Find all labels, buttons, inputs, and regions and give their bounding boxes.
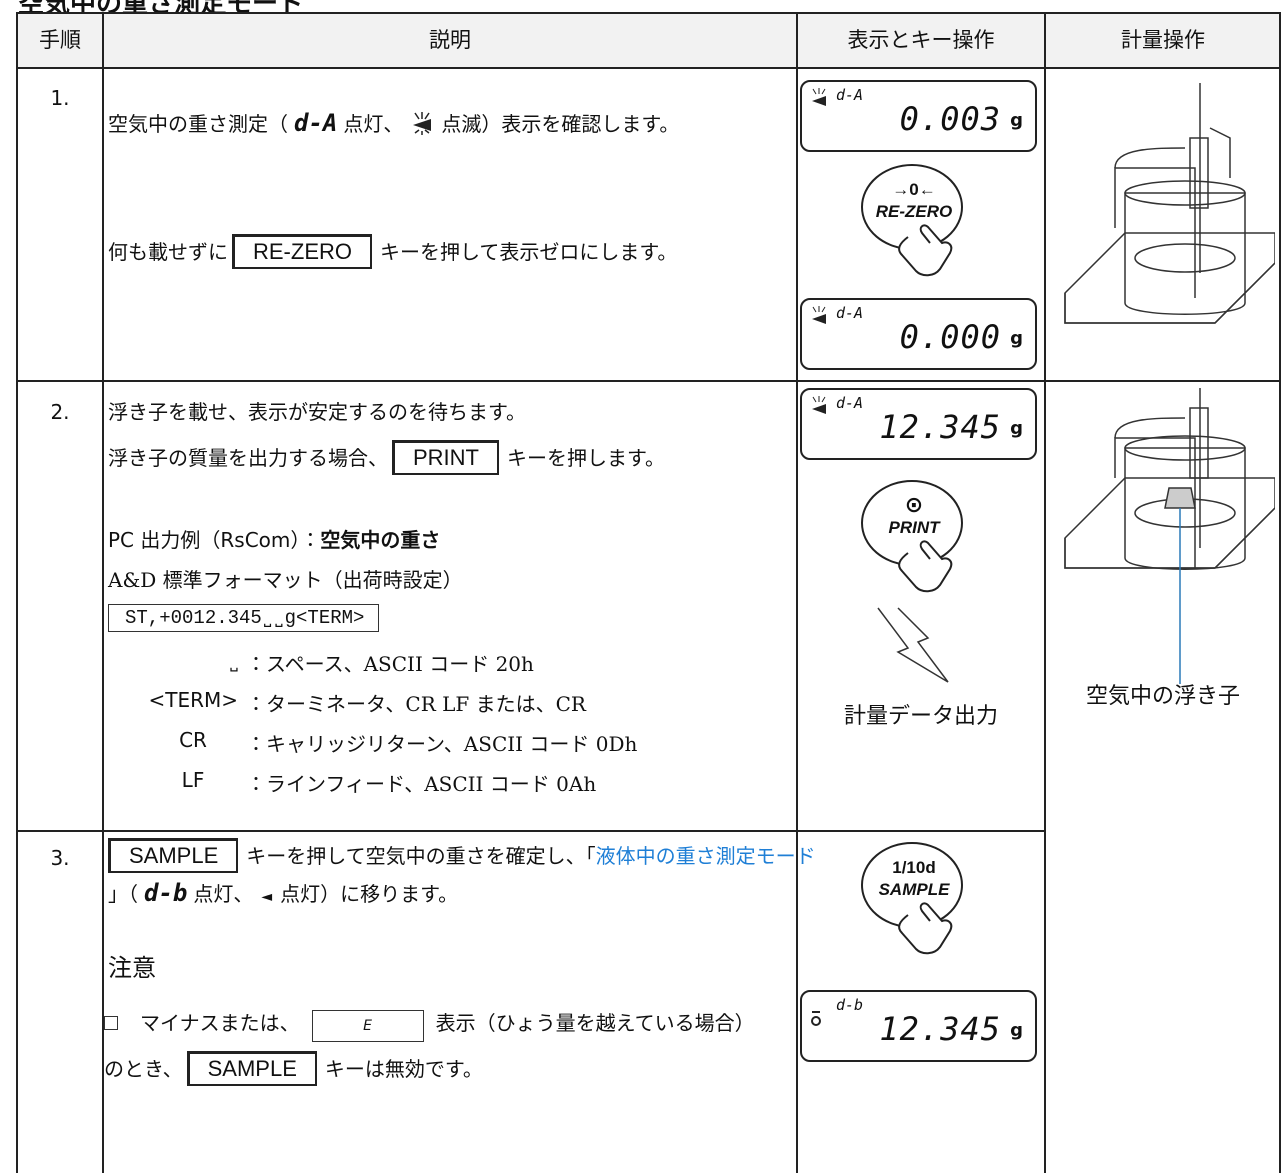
text-line: 浮き子を載せ、表示が安定するのを待ちます。 (108, 400, 526, 424)
lcd-indicator: d-A (836, 304, 864, 322)
text: マイナスまたは、 (140, 1011, 300, 1035)
lcd-indicator: d-A (836, 86, 864, 104)
text: PC 出力例（RsCom）： (108, 528, 321, 552)
legend-term: ˽ (230, 648, 238, 672)
lcd-indicator: d-b (836, 996, 864, 1014)
text-line: PC 出力例（RsCom）：空気中の重さ (108, 524, 440, 553)
text: 空気中の重さ測定（ (108, 112, 288, 136)
text: 空気中の重さ (320, 528, 441, 552)
key-label: SAMPLE (878, 880, 950, 899)
text: 点灯、 (343, 112, 404, 136)
key-symbol: ⊙ (904, 492, 924, 517)
text: キーを押します。 (507, 446, 665, 470)
legend-term: <TERM> (148, 688, 238, 712)
lcd-display: d-A 12.345 g (800, 388, 1037, 460)
column-header: 表示とキー操作 (797, 14, 1045, 67)
legend-term: LF (181, 768, 205, 792)
table-border (16, 830, 1045, 832)
table-border (102, 12, 104, 1173)
key-symbol: 1/10d (892, 858, 936, 877)
bullet (104, 1016, 118, 1030)
text: キーを押して空気中の重さを確定し、「 (246, 844, 596, 868)
lcd-number: 0.000 (899, 318, 1001, 356)
code-line: ST,+0012.345˽˽g<TERM> (108, 604, 380, 632)
key-illustration (861, 164, 963, 277)
lcd-icon (811, 1011, 821, 1026)
lcd-unit: g (1010, 418, 1023, 439)
key-label: SAMPLE (186, 1051, 317, 1086)
table-border (796, 12, 798, 1173)
key-label: RE-ZERO (875, 202, 953, 221)
lcd-unit: g (1010, 1020, 1023, 1041)
text: 点灯）に移ります。 (280, 882, 459, 906)
lcd-unit: g (1010, 328, 1023, 349)
text-line: A&D 標準フォーマット（出荷時設定） (108, 568, 463, 592)
text-line: 何も載せずに RE-ZERO キーを押して表示ゼロにします。 (108, 234, 677, 269)
caption: 空気中の浮き子 (1085, 684, 1240, 709)
legend-text: ：ターミネータ、CR LF または、CR (246, 692, 586, 716)
text: 表示（ひょう量を越えている場合）のとき、 (104, 1011, 755, 1081)
caption: 計量データ出力 (843, 704, 998, 729)
column-header: 手順 (17, 14, 103, 67)
lcd-icon (812, 306, 826, 324)
segment-symbol: d-b (144, 879, 188, 907)
table-border (16, 67, 1281, 69)
step-number: 1. (50, 86, 70, 110)
note-title: 注意 (108, 954, 156, 982)
table-border (16, 12, 1281, 14)
lcd-number: 0.003 (899, 100, 1001, 138)
stable-indicator-icon (413, 112, 432, 135)
text-line: 空気中の重さ測定（ d-A 点灯、 点滅）表示を確認します。 (108, 108, 679, 137)
legend-term: CR (179, 728, 207, 752)
segment-symbol: d-A (294, 109, 338, 137)
balance-illustration (1064, 83, 1275, 324)
key-label: PRINT (888, 518, 940, 537)
balance-illustration (1064, 388, 1275, 684)
key-label: RE-ZERO (232, 234, 372, 269)
key-label: PRINT (392, 440, 499, 475)
key-illustration (861, 842, 963, 955)
indicator-symbol: ◄ (261, 889, 273, 905)
link-text: 液体中の重さ測定モード (595, 844, 816, 868)
text: キーを押して表示ゼロにします。 (380, 240, 678, 264)
text: キーは無効です。 (324, 1057, 483, 1081)
table-border (16, 380, 1281, 382)
key-label: SAMPLE (108, 838, 239, 873)
lcd-number: 12.345 (879, 408, 1001, 446)
error-display-box: E (311, 1010, 424, 1042)
lcd-display: d-b 12.345 g (800, 990, 1037, 1062)
text: 点滅）表示を確認します。 (441, 112, 680, 136)
legend-text: ：スペース、ASCII コード 20h (246, 652, 534, 676)
lcd-icon (812, 396, 826, 414)
lcd-unit: g (1010, 110, 1023, 131)
table-border (1279, 12, 1281, 1173)
lcd-display: d-A 0.000 g (800, 298, 1037, 370)
lcd-icon (812, 88, 826, 106)
text-line: 」（ d-b 点灯、 ◄ 点灯）に移ります。 (108, 878, 458, 907)
output-code: ST,+0012.345˽˽g<TERM> (108, 604, 380, 632)
table-border (1044, 12, 1046, 1173)
text: 浮き子の質量を出力する場合、 (108, 446, 388, 470)
lcd-display: d-A 0.003 g (800, 80, 1037, 152)
column-header: 計量操作 (1045, 14, 1281, 67)
step-number: 3. (50, 846, 70, 870)
lcd-indicator: d-A (836, 394, 864, 412)
table-border (16, 12, 18, 1173)
step-number: 2. (50, 400, 70, 424)
text: 点灯、 (193, 882, 254, 906)
text-line: 浮き子の質量を出力する場合、 PRINT キーを押します。 (108, 440, 665, 475)
key-illustration (861, 480, 963, 683)
legend-text: ：キャリッジリターン、ASCII コード 0Dh (246, 732, 638, 756)
legend-text: ：ラインフィード、ASCII コード 0Ah (246, 772, 597, 796)
column-header: 説明 (103, 14, 797, 67)
text: 」（ (108, 882, 138, 906)
text-line: SAMPLE キーを押して空気中の重さを確定し、「液体中の重さ測定モード (104, 838, 816, 873)
text: 何も載せずに (108, 240, 228, 264)
note-text: マイナスまたは、 E 表示（ひょう量を越えている場合）のとき、 SAMPLE キーは無効… (104, 1000, 764, 1092)
lcd-number: 12.345 (879, 1010, 1001, 1048)
key-symbol: →0← (892, 180, 936, 199)
